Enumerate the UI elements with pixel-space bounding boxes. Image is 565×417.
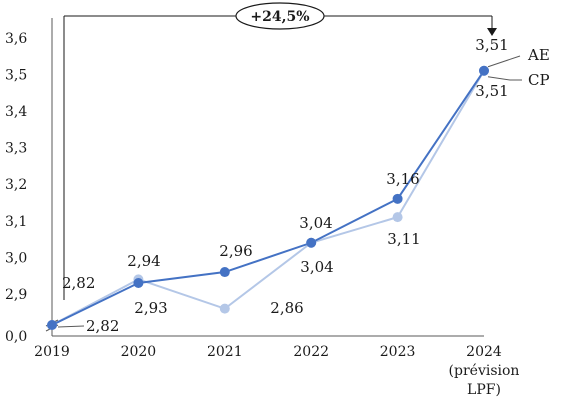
series-line-cp — [51, 70, 485, 326]
data-label: 3,04 — [299, 214, 332, 232]
data-label: 2,86 — [270, 299, 303, 317]
x-tick-label: 2019 — [34, 344, 70, 360]
data-label: 2,96 — [219, 242, 252, 260]
y-tick-label: 3,0 — [5, 250, 27, 266]
data-label: 3,51 — [475, 82, 508, 100]
data-point-ae — [219, 267, 230, 278]
y-tick-label: 3,5 — [5, 67, 27, 83]
data-label: 2,82 — [86, 317, 119, 335]
x-tick-label: 2021 — [207, 344, 243, 360]
data-point-ae — [392, 193, 403, 204]
data-point-cp — [392, 212, 403, 223]
data-label: 3,11 — [387, 230, 420, 248]
series-lines — [51, 70, 485, 326]
data-label: 2,93 — [134, 299, 167, 317]
data-label: 2,94 — [127, 252, 160, 270]
data-label: 3,04 — [300, 258, 333, 276]
x-tick-label: 2024 — [466, 344, 502, 360]
x-tick-sublabel: (prévision — [449, 363, 520, 379]
data-label: 3,51 — [475, 36, 508, 54]
bracket-arrowhead — [487, 28, 497, 36]
data-label: 3,16 — [386, 170, 419, 188]
annotation-oval — [235, 2, 325, 30]
data-point-cp — [219, 303, 230, 314]
series-points — [47, 65, 489, 330]
legend-label-ae: AE — [527, 46, 550, 64]
y-tick-label: 3,1 — [5, 214, 27, 230]
y-tick-label: 3,4 — [5, 104, 27, 120]
growth-annotation: +24,5% — [250, 9, 309, 25]
chart-axes: 0,0 2,9 3,0 3,1 3,2 3,3 3,4 3,5 3,6 2019 2020 2021 2… — [5, 18, 519, 398]
x-tick-label: 2020 — [121, 344, 157, 360]
data-point-ae — [133, 278, 144, 289]
legend-label-cp: CP — [528, 71, 550, 89]
data-labels: 2,82 2,82 2,94 2,93 2,96 2,86 3,04 3,04 3,16 3,11… — [57, 36, 509, 335]
x-tick-label: 2023 — [380, 344, 416, 360]
label-leader-line — [57, 325, 85, 328]
data-point-ae — [47, 320, 57, 330]
x-tick-label: 2022 — [293, 344, 329, 360]
legend-leader-cp — [487, 76, 522, 81]
series-legend: AE CP — [487, 46, 550, 89]
data-point-ae — [306, 237, 317, 248]
x-tick-sublabel: LPF) — [467, 382, 501, 398]
growth-bracket: +24,5% — [63, 2, 497, 300]
series-line-ae — [51, 70, 485, 326]
y-tick-label: 3,6 — [5, 31, 27, 47]
data-label: 2,82 — [62, 274, 95, 292]
legend-leader-ae — [487, 55, 521, 68]
y-tick-label: 2,9 — [5, 287, 27, 303]
y-tick-label: 0,0 — [5, 329, 27, 345]
y-tick-label: 3,3 — [5, 141, 27, 157]
data-point-ae — [479, 65, 489, 76]
y-tick-label: 3,2 — [5, 177, 27, 193]
